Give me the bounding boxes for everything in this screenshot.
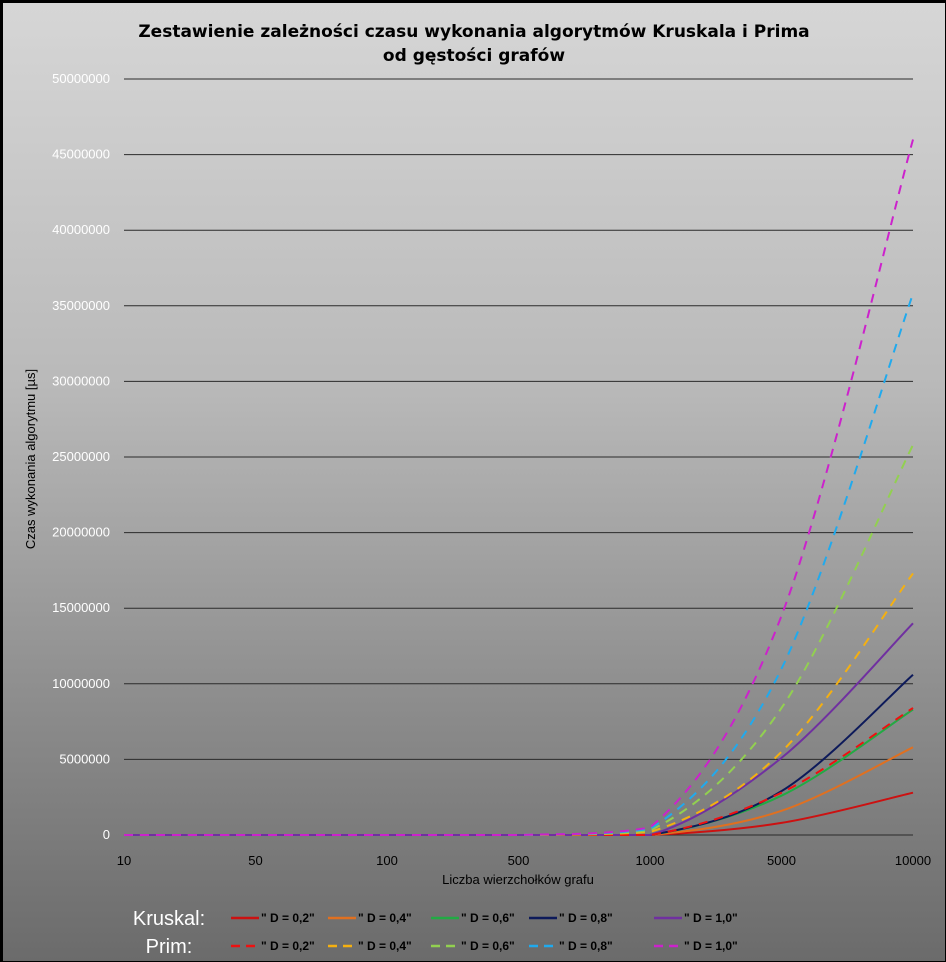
y-tick-label: 25000000: [52, 449, 110, 464]
y-tick-label: 40000000: [52, 222, 110, 237]
prim-series-line-6: [123, 572, 914, 837]
kruskal-series-line-0: [123, 791, 914, 837]
y-tick-label: 0: [103, 827, 110, 842]
x-tick-label: 50: [248, 853, 262, 868]
legend-entry-label: " D = 0,2": [261, 911, 315, 925]
prim-series-line-8: [123, 293, 914, 837]
y-axis-ticks: 0 5000000 10000000 15000000 20000000 25000000…: [52, 71, 110, 842]
chart-svg: Zestawienie zależności czasu wykonania a…: [23, 22, 931, 958]
prim-series-line-9: [123, 139, 914, 837]
y-tick-label: 10000000: [52, 676, 110, 691]
x-tick-label: 1000: [636, 853, 665, 868]
y-tick-label: 45000000: [52, 147, 110, 162]
x-tick-label: 100: [376, 853, 398, 868]
y-tick-label: 20000000: [52, 525, 110, 540]
legend-entry-label: " D = 0,2": [261, 939, 315, 953]
y-tick-label: 15000000: [52, 600, 110, 615]
chart-title-line-2: od gęstości grafów: [383, 46, 565, 66]
prim-series-line-5: [123, 707, 914, 837]
x-axis-ticks: 10 50 100 500 1000 5000 10000: [117, 853, 931, 868]
legend-entry-label: " D = 1,0": [684, 939, 738, 953]
x-axis-label: Liczba wierzchołków grafu: [442, 872, 594, 887]
legend-entry-label: " D = 0,8": [559, 939, 613, 953]
y-tick-label: 35000000: [52, 298, 110, 313]
y-tick-label: 30000000: [52, 373, 110, 388]
legend-entry-label: " D = 0,8": [559, 911, 613, 925]
y-tick-label: 5000000: [59, 751, 110, 766]
legend-entry-label: " D = 0,4": [358, 911, 412, 925]
y-tick-label: 50000000: [52, 71, 110, 86]
legend-group-label: Prim:: [146, 936, 193, 958]
chart-title-line-1: Zestawienie zależności czasu wykonania a…: [138, 22, 809, 42]
legend-group-label: Kruskal:: [133, 908, 205, 930]
x-tick-label: 5000: [767, 853, 796, 868]
kruskal-series-line-1: [123, 746, 914, 837]
gridlines: [124, 78, 913, 836]
y-axis-label: Czas wykonania algorytmu [µs]: [23, 369, 38, 549]
legend-entry-label: " D = 0,6": [461, 911, 515, 925]
x-tick-label: 10000: [895, 853, 931, 868]
series-lines: [123, 139, 914, 837]
kruskal-series-line-4: [123, 622, 914, 837]
legend-entry-label: " D = 0,4": [358, 939, 412, 953]
legend-entry-label: " D = 0,6": [461, 939, 515, 953]
kruskal-series-line-3: [123, 673, 914, 837]
x-tick-label: 500: [508, 853, 530, 868]
kruskal-series-line-2: [123, 708, 914, 837]
x-tick-label: 10: [117, 853, 131, 868]
legend-entry-label: " D = 1,0": [684, 911, 738, 925]
legend: Kruskal: " D = 0,2" " D = 0,4" " D = 0,6" " …: [133, 908, 738, 958]
